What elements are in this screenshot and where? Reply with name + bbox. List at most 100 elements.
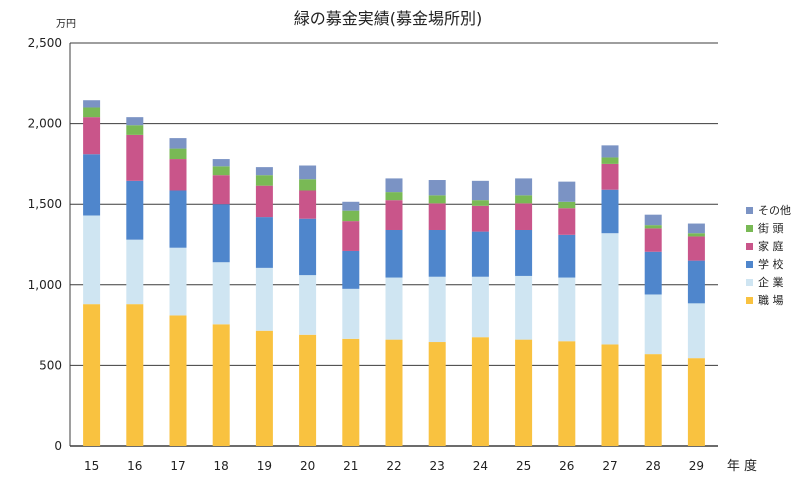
unit-label: 万円 xyxy=(56,19,76,30)
y-tick-label: 2,000 xyxy=(28,117,62,131)
bar-segment-25-s4 xyxy=(515,195,533,204)
bar-segment-29-s0 xyxy=(687,358,705,446)
y-tick-label: 1,000 xyxy=(28,278,62,292)
bar-segment-19-s1 xyxy=(255,267,273,331)
bar-segment-15-s5 xyxy=(83,100,101,108)
bar-segment-15-s4 xyxy=(83,107,101,118)
legend-label: 職 場 xyxy=(758,294,784,307)
legend-label: 家 庭 xyxy=(758,239,784,253)
legend-label: 学 校 xyxy=(758,257,784,271)
legend-label: 企 業 xyxy=(758,275,784,289)
bar-segment-29-s5 xyxy=(687,223,705,234)
x-axis-ticks: 15 16 17 18 19 20 21 22 23 24 25 26 27 28 29 xyxy=(84,459,704,473)
legend-swatch xyxy=(746,207,753,214)
bar-segment-23-s2 xyxy=(428,229,446,277)
bar-segment-17-s4 xyxy=(169,148,187,160)
x-tick-label: 25 xyxy=(516,459,531,473)
x-tick-label: 29 xyxy=(689,459,704,473)
bar-segment-25-s5 xyxy=(515,178,533,196)
bar-segment-18-s3 xyxy=(212,175,230,205)
bar-segment-23-s1 xyxy=(428,276,446,343)
bar-segment-24-s0 xyxy=(471,337,489,446)
bar-segment-25-s1 xyxy=(515,275,533,340)
x-tick-label: 28 xyxy=(646,459,661,473)
legend-swatch xyxy=(746,225,753,232)
bar-segment-27-s1 xyxy=(601,233,619,345)
bar-segment-25-s3 xyxy=(515,203,533,230)
bar-segment-29-s1 xyxy=(687,303,705,359)
bar-segment-18-s1 xyxy=(212,262,230,325)
bar-segment-20-s3 xyxy=(299,190,317,219)
bar-segment-24-s4 xyxy=(471,200,489,206)
bar-segment-25-s0 xyxy=(515,339,533,446)
x-axis-label: 年 度 xyxy=(727,458,757,474)
bar-segment-27-s2 xyxy=(601,189,619,234)
bar-segment-22-s0 xyxy=(385,339,403,446)
bar-segment-23-s0 xyxy=(428,342,446,446)
bar-segment-19-s3 xyxy=(255,185,273,218)
bar-segment-16-s2 xyxy=(126,180,144,240)
bar-segment-19-s2 xyxy=(255,217,273,268)
x-tick-label: 16 xyxy=(127,459,142,473)
bar-segment-24-s1 xyxy=(471,276,489,338)
bar-segment-26-s0 xyxy=(558,341,576,446)
bar-segment-28-s2 xyxy=(644,251,662,295)
legend-swatch xyxy=(746,279,753,286)
bar-segment-29-s2 xyxy=(687,260,705,304)
bar-segment-29-s3 xyxy=(687,236,705,261)
bar-segment-20-s4 xyxy=(299,179,317,191)
x-tick-label: 23 xyxy=(430,459,445,473)
bar-segment-24-s3 xyxy=(471,205,489,232)
bar-segment-26-s4 xyxy=(558,201,576,209)
bar-segment-21-s5 xyxy=(342,201,360,211)
bar-segment-26-s5 xyxy=(558,181,576,202)
legend-swatch xyxy=(746,261,753,268)
bar-segment-15-s2 xyxy=(83,154,101,216)
x-tick-label: 17 xyxy=(170,459,185,473)
bar-segment-22-s3 xyxy=(385,200,403,230)
bar-segment-26-s2 xyxy=(558,234,576,278)
bar-segment-15-s3 xyxy=(83,117,101,155)
legend-swatch xyxy=(746,243,753,250)
bar-segment-22-s5 xyxy=(385,178,403,193)
bar-segment-27-s4 xyxy=(601,157,619,164)
bar-segment-21-s1 xyxy=(342,288,360,339)
bar-segment-16-s5 xyxy=(126,117,144,126)
x-tick-label: 24 xyxy=(473,459,488,473)
bar-segment-17-s5 xyxy=(169,138,187,149)
bar-segment-19-s4 xyxy=(255,175,273,186)
bar-segment-28-s5 xyxy=(644,214,662,226)
bar-segment-27-s0 xyxy=(601,344,619,446)
bar-segment-26-s1 xyxy=(558,277,576,342)
x-tick-label: 19 xyxy=(257,459,272,473)
bar-segment-19-s0 xyxy=(255,330,273,446)
bar-segment-28-s1 xyxy=(644,294,662,355)
bar-segment-23-s5 xyxy=(428,180,446,196)
bar-segment-22-s4 xyxy=(385,192,403,201)
bar-segment-16-s0 xyxy=(126,304,144,446)
bar-segment-24-s5 xyxy=(471,180,489,201)
bar-segment-29-s4 xyxy=(687,233,705,237)
x-tick-label: 20 xyxy=(300,459,315,473)
bar-segment-21-s2 xyxy=(342,250,360,289)
bar-segment-17-s2 xyxy=(169,190,187,248)
bar-segment-20-s5 xyxy=(299,165,317,180)
y-tick-label: 2,500 xyxy=(28,36,62,50)
bar-segment-18-s0 xyxy=(212,324,230,446)
bar-segment-16-s1 xyxy=(126,239,144,305)
bar-segment-20-s2 xyxy=(299,218,317,276)
x-tick-label: 27 xyxy=(602,459,617,473)
bar-segment-25-s2 xyxy=(515,229,533,276)
bar-segment-27-s3 xyxy=(601,163,619,190)
bar-segment-17-s0 xyxy=(169,315,187,446)
legend-swatch xyxy=(746,297,753,304)
bar-segment-17-s3 xyxy=(169,159,187,191)
bar-segment-20-s0 xyxy=(299,334,317,446)
bar-segment-16-s3 xyxy=(126,134,144,181)
bar-series xyxy=(83,100,705,446)
bar-segment-23-s4 xyxy=(428,195,446,204)
y-axis-ticks: 0 500 1,000 1,500 2,000 2,500 xyxy=(28,36,62,453)
bar-segment-17-s1 xyxy=(169,247,187,316)
y-tick-label: 1,500 xyxy=(28,197,62,211)
